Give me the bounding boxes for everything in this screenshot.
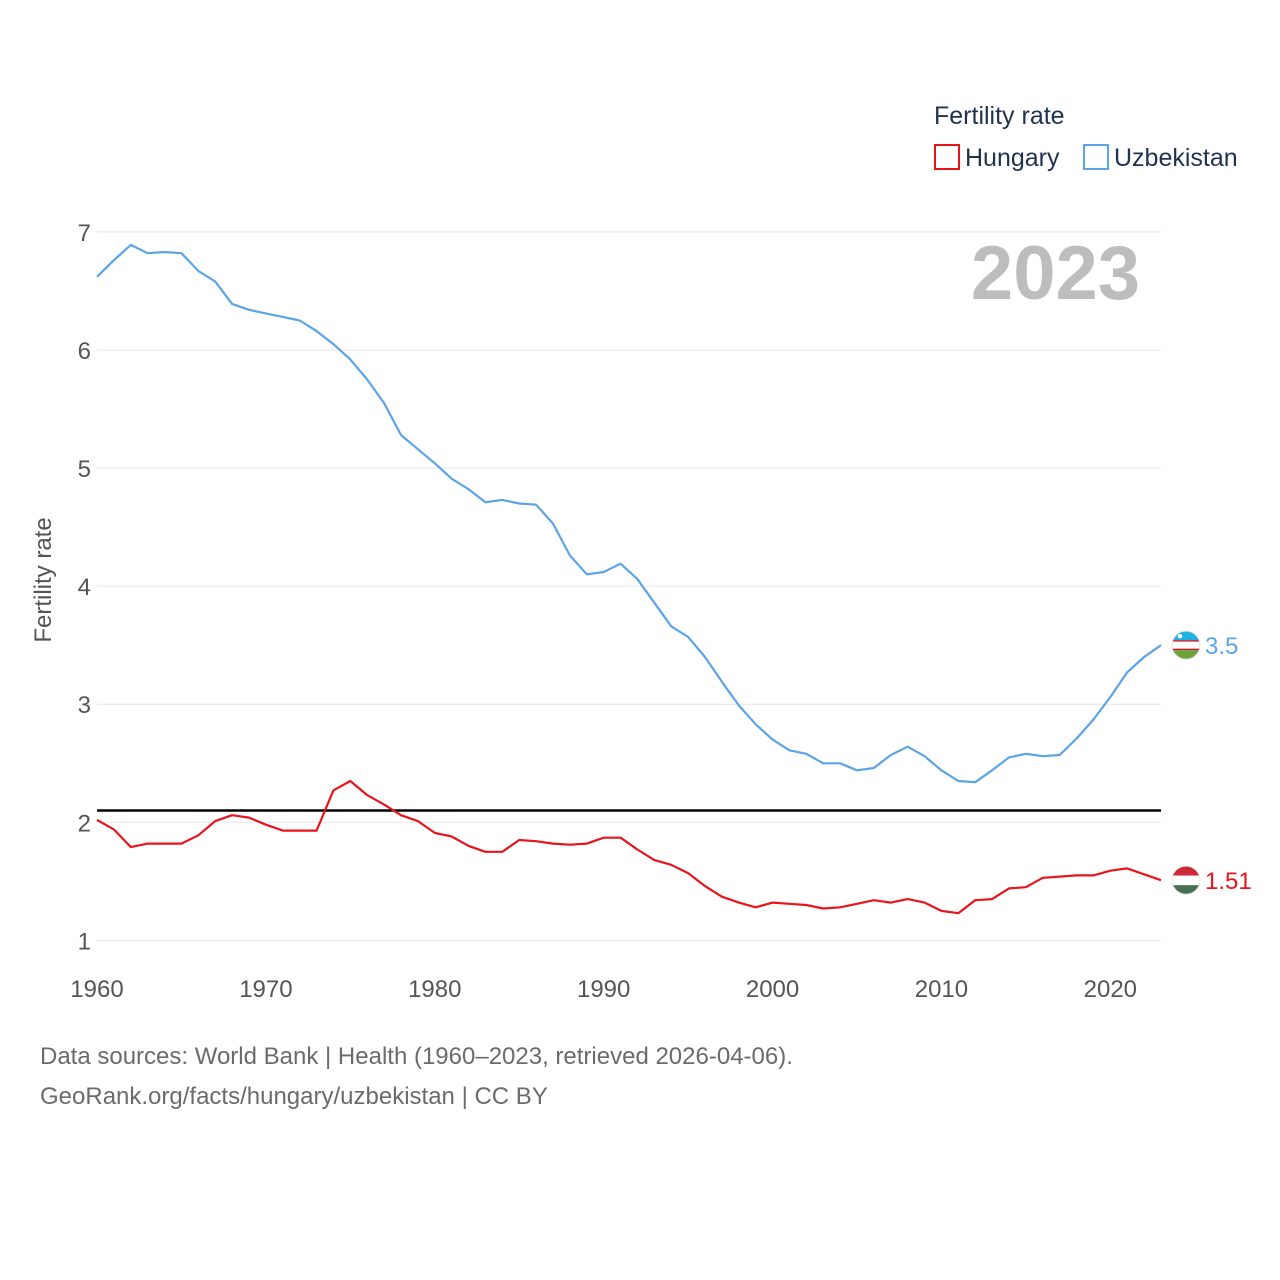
end-value-label-uzbekistan: 3.5 bbox=[1205, 633, 1238, 660]
y-tick-label: 5 bbox=[78, 456, 91, 483]
legend-swatch-uzbekistan bbox=[1083, 144, 1109, 170]
y-tick-label: 6 bbox=[78, 338, 91, 365]
flag-icon-uzbekistan bbox=[1171, 630, 1201, 660]
y-tick-label: 4 bbox=[78, 574, 91, 601]
grid bbox=[97, 231, 1161, 941]
end-value-label-hungary: 1.51 bbox=[1205, 868, 1252, 895]
x-axis: 1960 1970 1980 1990 2000 2010 2020 bbox=[70, 976, 1137, 1003]
line-chart: Fertility rate Hungary Uzbekistan 1 2 3 4 5 6… bbox=[30, 102, 1252, 1003]
end-markers: 1.51 3.5 bbox=[1171, 630, 1252, 895]
legend-label-hungary: Hungary bbox=[965, 144, 1060, 172]
y-tick-label: 2 bbox=[78, 810, 91, 837]
legend-item-uzbekistan[interactable]: Uzbekistan bbox=[1083, 144, 1238, 172]
x-tick-label: 2010 bbox=[915, 976, 968, 1003]
y-axis-title: Fertility rate bbox=[30, 517, 57, 642]
x-tick-label: 1970 bbox=[239, 976, 292, 1003]
y-axis: 1 2 3 4 5 6 7 bbox=[78, 220, 91, 955]
source-line: Data sources: World Bank | Health (1960–… bbox=[40, 1043, 793, 1070]
series-line-uzbekistan bbox=[96, 243, 1162, 784]
legend-title: Fertility rate bbox=[934, 102, 1065, 130]
series-group bbox=[96, 243, 1162, 915]
y-tick-label: 1 bbox=[78, 928, 91, 955]
legend-label-uzbekistan: Uzbekistan bbox=[1114, 144, 1238, 172]
legend-item-hungary[interactable]: Hungary bbox=[934, 144, 1060, 172]
legend-swatch-hungary bbox=[934, 144, 960, 170]
x-tick-label: 2020 bbox=[1084, 976, 1137, 1003]
series-line-hungary bbox=[96, 779, 1162, 915]
x-tick-label: 1990 bbox=[577, 976, 630, 1003]
x-tick-label: 2000 bbox=[746, 976, 799, 1003]
y-tick-label: 7 bbox=[78, 220, 91, 247]
y-tick-label: 3 bbox=[78, 692, 91, 719]
year-label: 2023 bbox=[971, 231, 1140, 316]
flag-icon-hungary bbox=[1171, 865, 1201, 895]
source-link[interactable]: GeoRank.org/facts/hungary/uzbekistan | C… bbox=[40, 1083, 548, 1110]
x-tick-label: 1980 bbox=[408, 976, 461, 1003]
x-tick-label: 1960 bbox=[70, 976, 123, 1003]
